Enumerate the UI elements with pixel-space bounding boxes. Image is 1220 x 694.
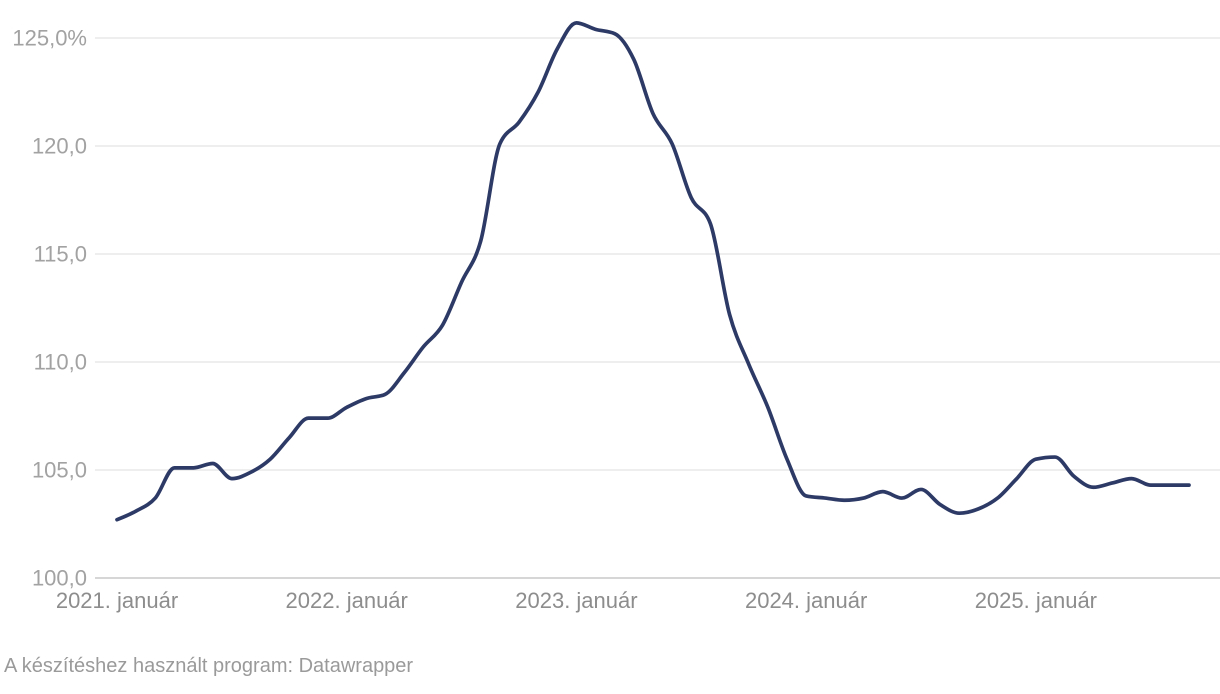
data-line-series — [115, 21, 1191, 522]
x-tick-label: 2022. január — [286, 588, 408, 613]
line-chart: 100,0 105,0 110,0 115,0 120,0 125,0% 2021. jan… — [12, 21, 1220, 613]
y-tick-label: 115,0 — [34, 241, 87, 266]
y-tick-label: 100,0 — [32, 565, 87, 590]
y-tick-label: 105,0 — [32, 457, 87, 482]
y-tick-label: 120,0 — [32, 133, 87, 158]
footer-attribution: A készítéshez használt program: Datawrap… — [4, 655, 414, 677]
y-tick-label: 110,0 — [34, 349, 87, 374]
x-tick-label: 2024. január — [745, 588, 867, 613]
x-tick-label: 2025. január — [975, 588, 1097, 613]
x-tick-label: 2021. január — [56, 588, 178, 613]
x-tick-label: 2023. január — [515, 588, 637, 613]
y-tick-label: 125,0% — [12, 25, 87, 50]
